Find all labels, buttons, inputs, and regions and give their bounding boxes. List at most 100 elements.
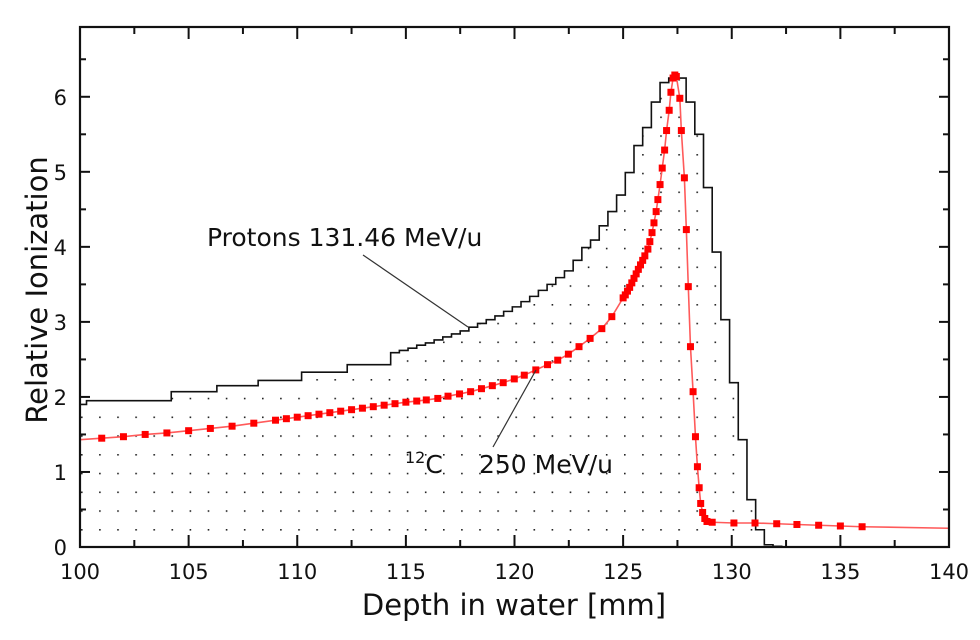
carbon-data-point (598, 325, 606, 333)
x-tick-label: 140 (929, 560, 969, 584)
carbon-data-point (632, 270, 640, 278)
carbon-mass-number: 12 (405, 448, 425, 467)
carbon-symbol: C (425, 450, 442, 479)
carbon-data-point (695, 484, 703, 492)
carbon-data-point (628, 279, 636, 287)
carbon-data-point (639, 256, 647, 264)
proton-annotation: Protons 131.46 MeV/u (207, 223, 482, 252)
carbon-data-point (206, 424, 214, 432)
x-tick-label: 130 (712, 560, 752, 584)
carbon-data-point (641, 252, 649, 260)
carbon-data-point (637, 261, 645, 269)
carbon-data-point (751, 519, 759, 527)
x-axis-title: Depth in water [mm] (362, 588, 666, 622)
carbon-data-point (293, 413, 301, 421)
carbon-data-point (654, 196, 662, 204)
y-tick-labels: 0 1 2 3 4 5 6 (54, 86, 67, 560)
carbon-data-point (98, 434, 106, 442)
carbon-data-point (676, 94, 684, 102)
carbon-data-point (680, 174, 688, 182)
carbon-data-point (434, 394, 442, 402)
carbon-data-point (836, 522, 844, 530)
carbon-data-point (623, 287, 631, 295)
carbon-data-point (315, 410, 323, 418)
y-axis-title: Relative Ionization (20, 156, 54, 423)
carbon-data-point (626, 283, 634, 291)
carbon-data-point (544, 361, 552, 369)
carbon-data-point (477, 385, 485, 393)
proton-histogram-series (79, 77, 783, 548)
carbon-data-point (650, 219, 658, 227)
carbon-data-point (337, 407, 345, 415)
carbon-data-point (658, 164, 666, 172)
x-tick-label: 110 (277, 560, 317, 584)
carbon-data-point (691, 433, 699, 441)
carbon-data-point (815, 521, 823, 529)
carbon-data-point (621, 291, 629, 299)
y-tick-label: 2 (54, 386, 67, 410)
carbon-data-point (703, 517, 711, 525)
carbon-data-point (488, 382, 496, 390)
carbon-data-point (564, 350, 572, 358)
y-tick-label: 3 (54, 311, 67, 335)
carbon-data-point (682, 226, 690, 234)
carbon-data-point (773, 520, 781, 528)
carbon-data-point (686, 343, 694, 351)
x-tick-label: 105 (169, 560, 209, 584)
carbon-data-point (699, 508, 707, 516)
y-tick-label: 1 (54, 461, 67, 485)
carbon-series-markers (98, 71, 866, 531)
carbon-data-point (708, 518, 716, 526)
carbon-data-point (634, 265, 642, 273)
carbon-data-point (672, 73, 680, 81)
carbon-data-point (141, 430, 149, 438)
carbon-data-point (677, 127, 685, 135)
carbon-data-point (697, 499, 705, 507)
carbon-data-point (272, 416, 280, 424)
carbon-data-point (510, 375, 518, 383)
y-tick-label: 6 (54, 86, 67, 110)
carbon-data-point (652, 208, 660, 216)
carbon-data-point (644, 245, 652, 253)
carbon-data-point (656, 181, 664, 189)
carbon-data-point (689, 388, 697, 396)
carbon-data-point (467, 388, 475, 396)
carbon-data-point (858, 523, 866, 531)
carbon-energy-annotation: 250 MeV/u (479, 450, 613, 479)
carbon-data-point (163, 429, 171, 437)
carbon-data-point (608, 313, 616, 321)
carbon-data-point (586, 334, 594, 342)
carbon-data-point (304, 412, 312, 420)
carbon-data-point (358, 404, 366, 412)
carbon-data-point (119, 433, 127, 441)
carbon-data-point (630, 274, 638, 282)
x-tick-label: 120 (494, 560, 534, 584)
carbon-leader-line (492, 369, 537, 448)
carbon-data-point (661, 146, 669, 154)
carbon-data-point (422, 396, 430, 404)
carbon-data-point (444, 392, 452, 400)
y-tick-label: 5 (54, 161, 67, 185)
carbon-data-point (250, 419, 258, 427)
carbon-data-point (185, 427, 193, 435)
carbon-data-point (663, 127, 671, 135)
carbon-data-point (575, 343, 583, 351)
y-tick-label: 0 (54, 536, 67, 560)
carbon-annotation: 12C (405, 448, 443, 479)
carbon-data-point (693, 463, 701, 471)
carbon-data-point (667, 88, 675, 96)
carbon-data-point (730, 519, 738, 527)
carbon-data-point (348, 406, 356, 414)
plot-frame (78, 25, 951, 549)
carbon-data-point (520, 371, 528, 379)
carbon-data-point (499, 379, 507, 387)
carbon-data-point (326, 409, 334, 417)
x-tick-label: 115 (386, 560, 426, 584)
proton-leader-line (362, 254, 469, 328)
carbon-data-point (648, 229, 656, 237)
carbon-data-point (665, 106, 673, 114)
carbon-data-point (282, 415, 290, 423)
carbon-data-point (684, 283, 692, 291)
carbon-data-point (369, 403, 377, 411)
